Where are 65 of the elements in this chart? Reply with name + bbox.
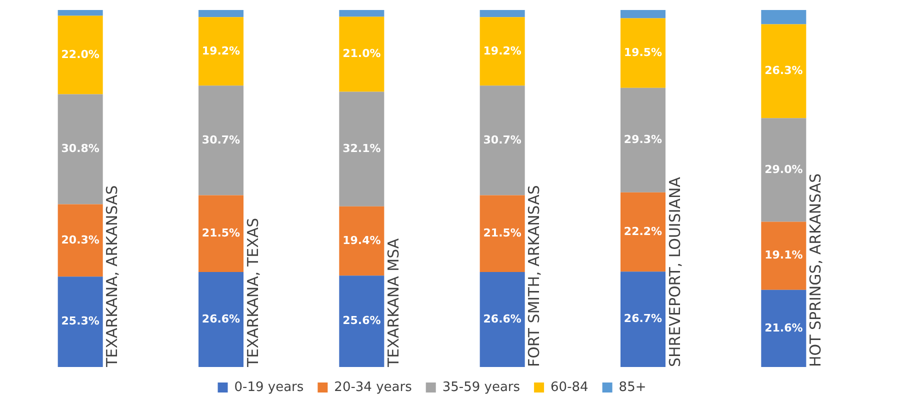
bar <box>480 17 525 86</box>
x-tick-label: TEXARKANA, ARKANSAS <box>103 185 122 368</box>
bar <box>761 222 806 290</box>
data-label: 19.2% <box>202 44 240 58</box>
data-label: 26.6% <box>202 312 240 326</box>
data-label: 25.3% <box>61 314 100 328</box>
data-label: 21.0% <box>342 47 381 60</box>
x-tick-label: TEXARKANA, TEXAS <box>244 218 262 368</box>
x-tick-label: SHREVEPORT, LOUISIANA <box>666 176 684 367</box>
bar <box>761 24 806 118</box>
bar <box>58 10 103 16</box>
bar <box>620 192 666 272</box>
data-label: 25.6% <box>342 314 381 328</box>
legend-label: 20-34 years <box>334 380 412 395</box>
data-label: 21.6% <box>764 321 803 334</box>
legend-label: 35-59 years <box>442 380 520 395</box>
bar <box>620 272 666 367</box>
bar <box>339 10 384 17</box>
x-tick-label: FORT SMITH, ARKANSAS <box>525 185 544 367</box>
bar <box>339 92 384 206</box>
bar <box>198 10 244 18</box>
bar <box>761 10 806 24</box>
bar <box>620 10 666 18</box>
data-label: 30.7% <box>483 133 522 146</box>
data-label: 19.4% <box>342 234 381 247</box>
data-label: 26.3% <box>764 64 803 78</box>
legend-label: 85+ <box>618 380 646 395</box>
bar <box>339 16 384 92</box>
data-label: 19.2% <box>483 44 522 58</box>
bar <box>620 18 666 88</box>
bar <box>339 206 384 276</box>
bar <box>58 204 103 277</box>
data-label: 20.3% <box>61 233 100 246</box>
data-label: 32.1% <box>342 142 381 155</box>
data-label: 29.0% <box>764 162 803 176</box>
x-tick-label: TEXARKANA MSA <box>384 238 403 368</box>
x-tick-label: HOT SPRINGS, ARKANSAS <box>806 173 825 367</box>
data-label: 22.0% <box>61 48 100 61</box>
bar <box>620 88 666 192</box>
data-label: 21.5% <box>202 226 240 240</box>
data-label: 29.3% <box>624 132 662 146</box>
data-label: 22.2% <box>624 224 662 238</box>
bar <box>198 272 244 367</box>
bar <box>480 86 525 196</box>
bar <box>58 16 103 94</box>
legend-label: 60-84 <box>550 380 588 395</box>
data-label: 21.5% <box>483 226 522 240</box>
bar <box>58 276 103 367</box>
bar <box>58 94 103 204</box>
bar <box>480 272 525 367</box>
data-label: 30.7% <box>202 133 240 146</box>
legend-label: 0-19 years <box>234 380 304 395</box>
bar <box>198 17 244 86</box>
data-label: 26.7% <box>624 312 662 326</box>
bar <box>480 195 525 272</box>
data-label: 19.1% <box>764 248 803 262</box>
bar <box>761 118 806 222</box>
data-label: 30.8% <box>61 142 100 156</box>
data-label: 19.5% <box>624 46 662 59</box>
bar <box>480 10 525 18</box>
bar <box>761 290 806 367</box>
bar <box>339 276 384 367</box>
bar <box>198 195 244 272</box>
data-label: 26.6% <box>483 312 522 326</box>
bar <box>198 86 244 196</box>
